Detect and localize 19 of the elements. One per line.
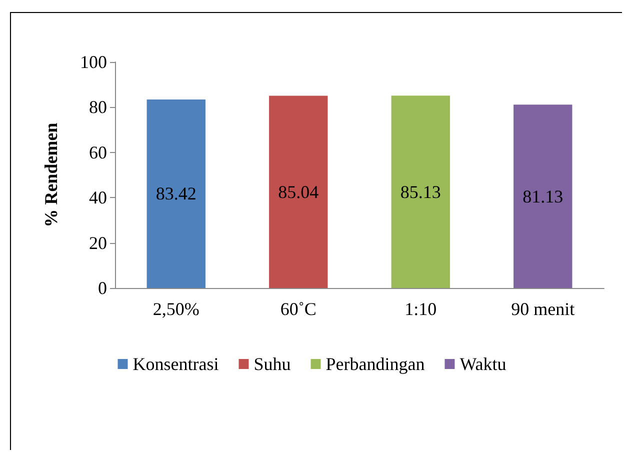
y-tick-label: 60	[89, 142, 107, 162]
x-tick-label: 2,50%	[152, 299, 200, 319]
y-tick-label: 80	[89, 97, 107, 118]
y-axis-title: % Rendemen	[41, 122, 61, 228]
legend-label: Konsentrasi	[132, 354, 219, 374]
x-tick-label: 1:10	[404, 299, 437, 319]
y-tick-label: 40	[89, 188, 107, 208]
data-label: 81.13	[522, 186, 564, 206]
data-label: 83.42	[156, 184, 196, 204]
y-tick-label: 100	[80, 52, 107, 72]
data-label: 85.13	[400, 182, 441, 202]
legend-label: Suhu	[254, 354, 291, 374]
data-label: 85.04	[278, 182, 319, 202]
y-tick-label: 20	[89, 232, 107, 253]
legend-label: Waktu	[460, 354, 506, 374]
x-tick-label: 90 menit	[511, 299, 575, 319]
y-tick-label: 0	[98, 278, 107, 298]
x-tick-label: 60˚C	[280, 299, 316, 319]
legend-label: Perbandingan	[326, 354, 425, 374]
